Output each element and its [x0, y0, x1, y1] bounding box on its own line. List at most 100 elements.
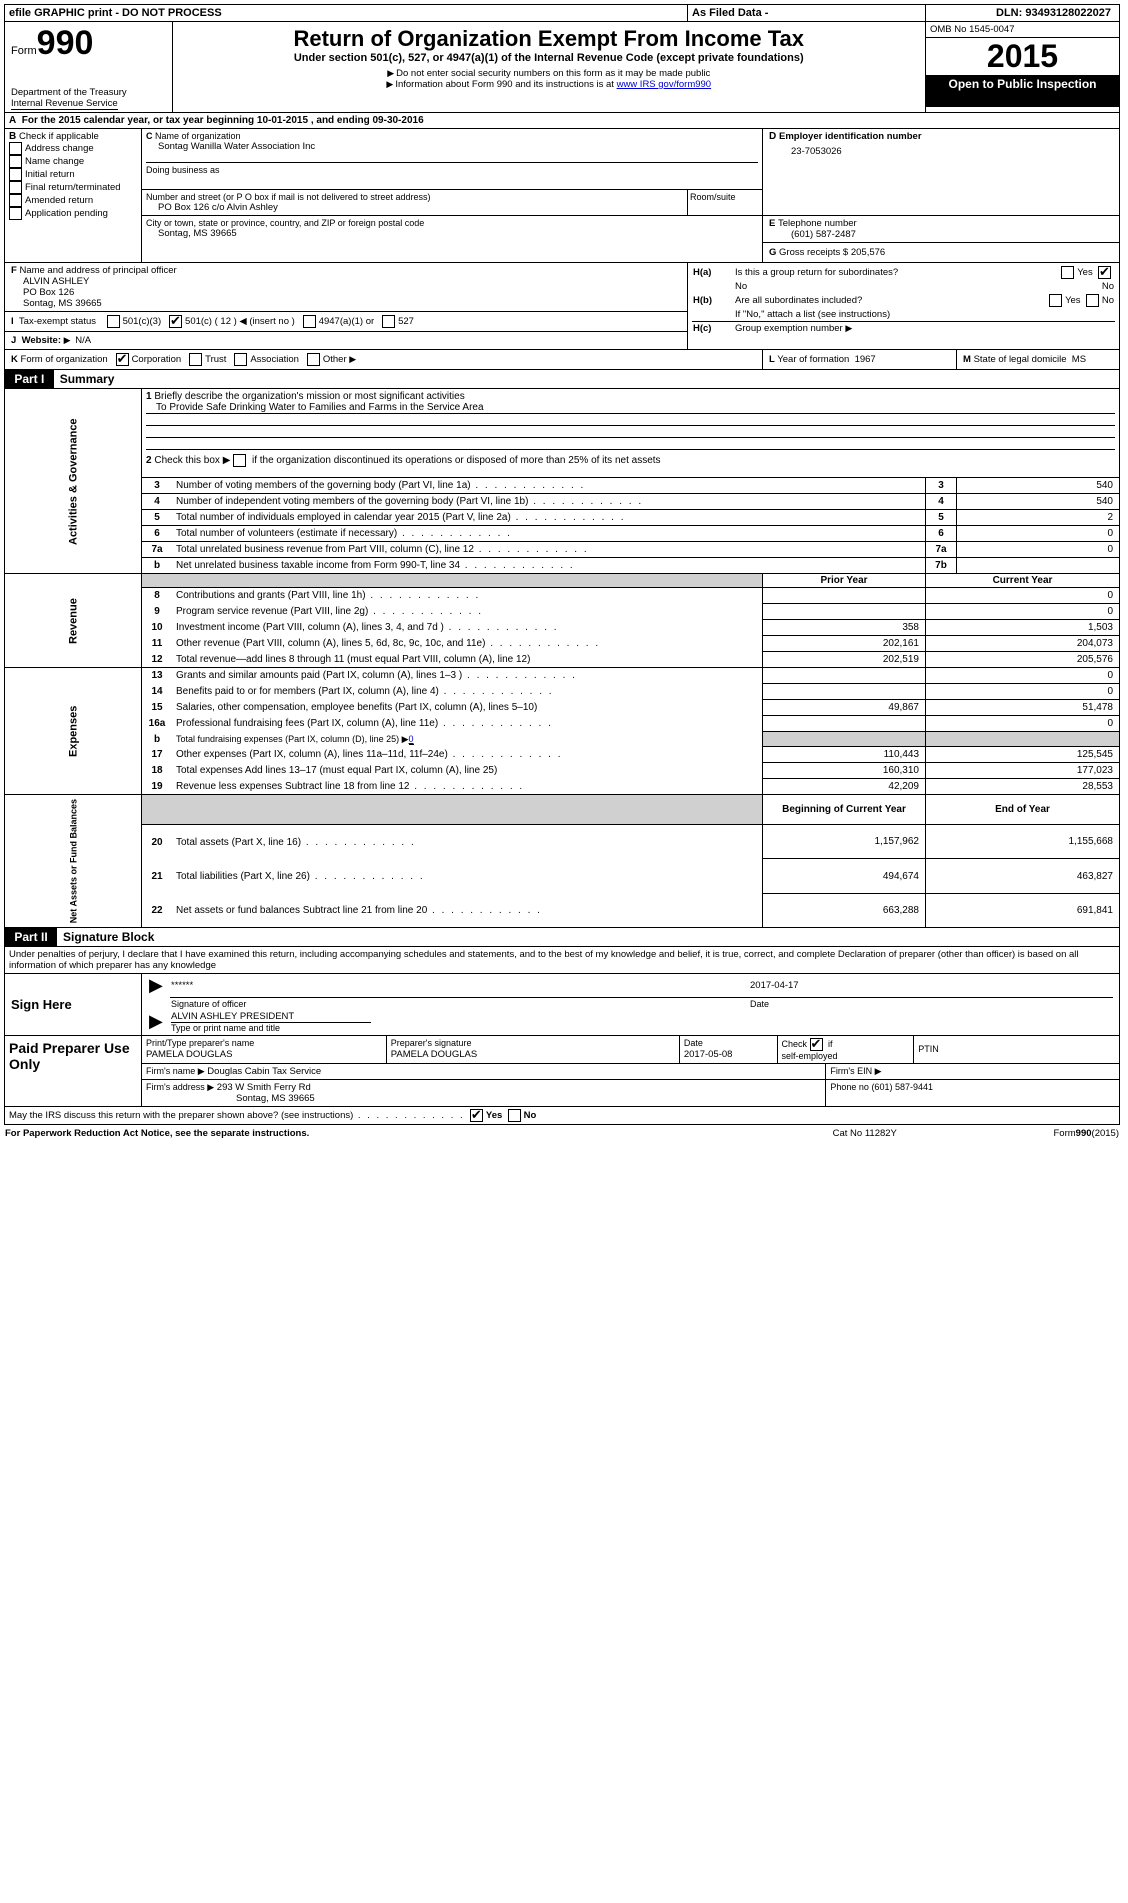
q1: Briefly describe the organization's miss… [154, 391, 464, 402]
r12p: 202,519 [763, 652, 926, 668]
r11c: 204,073 [926, 636, 1120, 652]
r10t: Investment income (Part VIII, column (A)… [176, 622, 444, 633]
ff3: (2015) [1092, 1128, 1119, 1139]
hb-label: Are all subordinates included? [734, 293, 993, 308]
chk-501c[interactable] [169, 315, 182, 328]
e18c: 177,023 [926, 763, 1120, 779]
e17c: 125,545 [926, 747, 1120, 763]
i-label: Tax-exempt status [19, 316, 96, 327]
chk-assoc[interactable] [234, 353, 247, 366]
n22c: 691,841 [926, 893, 1120, 927]
section-e: E Telephone number (601) 587-2487 [763, 216, 1120, 243]
l-label: Year of formation [777, 354, 849, 365]
chk-final[interactable] [9, 181, 22, 194]
section-j: J Website: N/A [5, 332, 688, 350]
e14t: Benefits paid to or for members (Part IX… [176, 686, 439, 697]
g4b: 4 [926, 494, 957, 510]
chk-ha-no[interactable] [1098, 266, 1111, 279]
section-f: F Name and address of principal officer … [5, 263, 688, 312]
chk-527[interactable] [382, 315, 395, 328]
footer: For Paperwork Reduction Act Notice, see … [4, 1127, 1120, 1140]
chk-501c3[interactable] [107, 315, 120, 328]
domicile: MS [1072, 354, 1086, 365]
n22p: 663,288 [763, 893, 926, 927]
side-net: Net Assets or Fund Balances [5, 795, 142, 928]
sig-date: 2017-04-17 [749, 974, 1113, 997]
preparer-row1: Print/Type preparer's namePAMELA DOUGLAS… [142, 1035, 1120, 1063]
chk-trust[interactable] [189, 353, 202, 366]
name-row: ▶ ALVIN ASHLEY PRESIDENT Type or print n… [142, 1010, 1120, 1036]
chk-discontinued[interactable] [233, 454, 246, 467]
g4v: 540 [957, 494, 1120, 510]
row-a: A For the 2015 calendar year, or tax yea… [5, 113, 1120, 129]
part1-header: Part I Summary [5, 370, 1120, 389]
form-990: efile GRAPHIC print - DO NOT PROCESS As … [4, 4, 1120, 1125]
form-prefix: Form [11, 45, 37, 57]
chk-discuss-no[interactable] [508, 1109, 521, 1122]
part1-title: Summary [54, 372, 115, 386]
chk-pending[interactable] [9, 207, 22, 220]
chk-self-emp[interactable] [810, 1038, 823, 1051]
r8t: Contributions and grants (Part VIII, lin… [176, 590, 366, 601]
chk-name[interactable] [9, 155, 22, 168]
officer-sig-name: ALVIN ASHLEY PRESIDENT [171, 1011, 371, 1023]
officer-street: PO Box 126 [11, 287, 681, 298]
r12c: 205,576 [926, 652, 1120, 668]
street-cell: Number and street (or P O box if mail is… [142, 190, 688, 216]
m-label: State of legal domicile [974, 354, 1067, 365]
chk-corp[interactable] [116, 353, 129, 366]
chk-discuss-yes[interactable] [470, 1109, 483, 1122]
city-cell: City or town, state or province, country… [142, 216, 763, 263]
chk-4947[interactable] [303, 315, 316, 328]
section-d: D Employer identification number 23-7053… [763, 129, 1120, 216]
section-c-name: C Name of organization Sontag Wanilla Wa… [142, 129, 763, 190]
chk-hb-no[interactable] [1086, 294, 1099, 307]
e16bv[interactable]: 0 [409, 734, 414, 745]
chk-initial[interactable] [9, 168, 22, 181]
title-cell: Return of Organization Exempt From Incom… [172, 22, 926, 113]
room-label: Room/suite [688, 190, 763, 216]
gov-row-5: 5Total number of individuals employed in… [5, 510, 1120, 526]
r10p: 358 [763, 620, 926, 636]
chk-hb-yes[interactable] [1049, 294, 1062, 307]
section-b: B Check if applicable Address change Nam… [5, 129, 142, 263]
ff2: 990 [1076, 1128, 1092, 1139]
fc: Sontag, MS 39665 [146, 1093, 315, 1104]
n20t: Total assets (Part X, line 16) [176, 837, 301, 848]
fa: 293 W Smith Ferry Rd [217, 1082, 311, 1093]
i2: 4947(a)(1) or [319, 316, 374, 327]
ein: 23-7053026 [769, 142, 1113, 157]
form-id-cell: Form990 Department of the Treasury Inter… [5, 22, 173, 113]
hc-label: Group exemption number [735, 323, 843, 334]
year-cell: OMB No 1545-0047 2015 Open to Public Ins… [926, 22, 1120, 113]
q1-row: 1 Briefly describe the organization's mi… [142, 389, 1120, 453]
g6t: Total number of volunteers (estimate if … [176, 528, 397, 539]
r9c: 0 [926, 604, 1120, 620]
chk-address[interactable] [9, 142, 22, 155]
r10c: 1,503 [926, 620, 1120, 636]
chk-amended[interactable] [9, 194, 22, 207]
irs-link[interactable]: www IRS gov/form990 [617, 79, 712, 90]
g4t: Number of independent voting members of … [176, 496, 528, 507]
chk-ha-yes[interactable] [1061, 266, 1074, 279]
website: N/A [75, 335, 91, 346]
pd: 2017-05-08 [684, 1049, 733, 1060]
gross-label: Gross receipts $ [779, 247, 848, 258]
n20p: 1,157,962 [763, 825, 926, 859]
irs: Internal Revenue Service [11, 98, 118, 110]
omb: 1545-0047 [969, 24, 1014, 35]
date-label: Date [749, 997, 1113, 1010]
e16ac: 0 [926, 716, 1120, 732]
city: Sontag, MS 39665 [146, 228, 758, 239]
k3: Other [323, 354, 347, 365]
g5t: Total number of individuals employed in … [176, 512, 511, 523]
k2: Association [250, 354, 299, 365]
n21t: Total liabilities (Part X, line 26) [176, 871, 310, 882]
form-number: 990 [37, 24, 94, 62]
n21p: 494,674 [763, 859, 926, 893]
e14c: 0 [926, 684, 1120, 700]
discuss-row: May the IRS discuss this return with the… [5, 1106, 1120, 1124]
g6v: 0 [957, 526, 1120, 542]
chk-other[interactable] [307, 353, 320, 366]
gov-row-4: 4 Number of independent voting members of… [5, 494, 1120, 510]
